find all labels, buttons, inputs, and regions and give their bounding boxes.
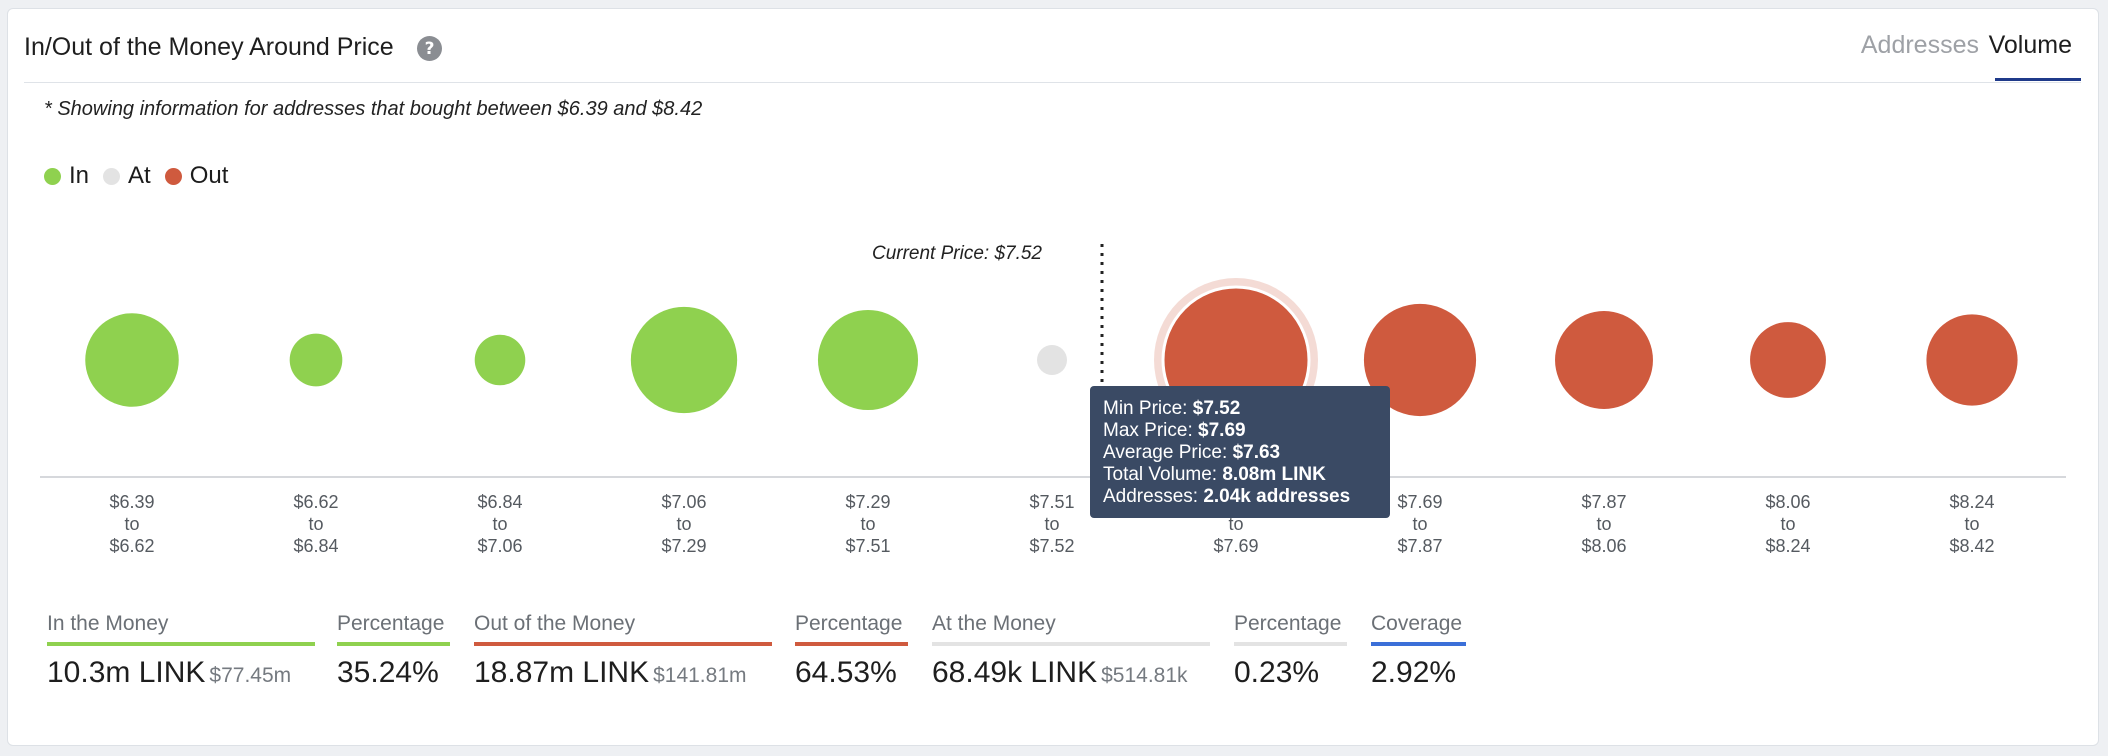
tooltip-row-average-price: Average Price: $7.63 <box>1103 442 1281 463</box>
legend-label-in: In <box>69 162 90 189</box>
legend-dot-at <box>103 167 121 185</box>
tick-label-end: $8.06 <box>1581 536 1626 556</box>
tick-label-end: $7.06 <box>477 536 522 556</box>
stat-in-percentage: Percentage 35.24% <box>337 612 450 690</box>
bubble-in[interactable] <box>474 334 526 386</box>
bubble-in[interactable] <box>630 306 738 414</box>
tick-label-end: $8.24 <box>1765 536 1810 556</box>
stat-usd-in-the-money: $77.45m <box>209 664 292 687</box>
tick-label-end: $6.62 <box>109 536 154 556</box>
stat-value-out-of-the-money: 18.87m LINK $141.81m <box>474 656 747 689</box>
stat-label-at-percentage: Percentage <box>1234 612 1342 635</box>
tick-label-from: $8.24 <box>1949 492 1994 512</box>
tick-label-end: $6.84 <box>293 536 338 556</box>
legend-item-out[interactable]: Out <box>164 162 229 190</box>
stat-bar-in-the-money <box>47 642 315 646</box>
tick-label-from: $7.51 <box>1029 492 1074 512</box>
bubble-out[interactable] <box>1926 314 2018 406</box>
legend-label-out: Out <box>189 162 229 189</box>
tick-label-end: $7.29 <box>661 536 706 556</box>
tick-label-from: $6.39 <box>109 492 154 512</box>
tick-label-to: to <box>1228 514 1243 534</box>
stat-label-at-the-money: At the Money <box>932 612 1056 635</box>
tick-label-from: $7.87 <box>1581 492 1626 512</box>
stat-at-the-money: At the Money 68.49k LINK $514.81k <box>932 612 1210 690</box>
tick-label-from: $7.06 <box>661 492 706 512</box>
tick-label-from: $7.69 <box>1397 492 1442 512</box>
chart-legend: In At Out <box>44 162 242 190</box>
help-icon[interactable]: ? <box>417 36 442 61</box>
tick-label-from: $6.84 <box>477 492 522 512</box>
stat-bar-out-of-the-money <box>474 642 772 646</box>
bubble-out[interactable] <box>1750 322 1826 398</box>
stat-value-at-percentage: 0.23% <box>1234 656 1320 689</box>
tick-label-from: $6.62 <box>293 492 338 512</box>
bubble-at[interactable] <box>1037 345 1067 375</box>
stat-bar-in-percentage <box>337 642 450 646</box>
stat-out-of-the-money: Out of the Money 18.87m LINK $141.81m <box>474 612 772 690</box>
stat-label-in-the-money: In the Money <box>47 612 169 635</box>
legend-dot-out <box>164 167 182 185</box>
tick-label-to: to <box>124 514 139 534</box>
tick-label-from: $7.29 <box>845 492 890 512</box>
stat-coverage: Coverage 2.92% <box>1371 612 1466 690</box>
header-divider <box>24 82 2081 83</box>
bubble-in[interactable] <box>85 313 179 407</box>
stat-in-the-money: In the Money 10.3m LINK $77.45m <box>47 612 315 690</box>
tick-label-from: $8.06 <box>1765 492 1810 512</box>
stat-bar-coverage <box>1371 642 1466 646</box>
stat-value-in-percentage: 35.24% <box>337 656 439 689</box>
tick-label-to: to <box>308 514 323 534</box>
range-note: * Showing information for addresses that… <box>44 98 703 120</box>
bubble-out[interactable] <box>1363 303 1477 417</box>
legend-item-at[interactable]: At <box>103 162 151 190</box>
tooltip-row-total-volume: Total Volume: 8.08m LINK <box>1103 464 1326 485</box>
stat-out-percentage: Percentage 64.53% <box>795 612 908 690</box>
tab-volume[interactable]: Volume <box>1988 31 2072 59</box>
bubble-in[interactable] <box>817 309 919 411</box>
tick-label-end: $7.69 <box>1213 536 1258 556</box>
tick-label-to: to <box>1044 514 1059 534</box>
stat-value-in-the-money: 10.3m LINK $77.45m <box>47 656 292 689</box>
tick-label-end: $8.42 <box>1949 536 1994 556</box>
tick-label-to: to <box>1412 514 1427 534</box>
stat-label-in-percentage: Percentage <box>337 612 445 635</box>
tick-label-end: $7.51 <box>845 536 890 556</box>
stat-value-out-percentage: 64.53% <box>795 656 897 689</box>
stat-label-coverage: Coverage <box>1371 612 1463 635</box>
bubble-chart: Current Price: $7.52 $6.39to$6.62$6.62to… <box>40 243 2066 556</box>
bubble-out[interactable] <box>1555 311 1653 409</box>
stat-bar-at-percentage <box>1234 642 1347 646</box>
active-tab-underline <box>1995 78 2081 81</box>
legend-label-at: At <box>128 162 151 189</box>
stat-bar-at-the-money <box>932 642 1210 646</box>
stat-value-at-the-money: 68.49k LINK $514.81k <box>932 656 1188 689</box>
tick-label-to: to <box>1596 514 1611 534</box>
bubble-in[interactable] <box>289 333 343 387</box>
tick-label-to: to <box>676 514 691 534</box>
stat-bar-out-percentage <box>795 642 908 646</box>
stat-label-out-of-the-money: Out of the Money <box>474 612 636 635</box>
legend-item-in[interactable]: In <box>44 162 89 190</box>
tick-label-to: to <box>1964 514 1979 534</box>
card-title: In/Out of the Money Around Price <box>24 33 394 61</box>
stat-label-out-percentage: Percentage <box>795 612 903 635</box>
iomap-card: In/Out of the Money Around Price ? Addre… <box>7 8 2099 746</box>
bin-tooltip: Min Price: $7.52 Max Price: $7.69 Averag… <box>1090 386 1390 518</box>
stat-value-coverage: 2.92% <box>1371 656 1457 689</box>
stat-usd-at-the-money: $514.81k <box>1101 664 1188 687</box>
tooltip-row-max-price: Max Price: $7.69 <box>1103 420 1246 441</box>
tick-label-to: to <box>492 514 507 534</box>
current-price-label: Current Price: $7.52 <box>872 243 1042 264</box>
stat-usd-out-of-the-money: $141.81m <box>653 664 747 687</box>
tick-label-to: to <box>860 514 875 534</box>
legend-dot-in <box>44 167 61 185</box>
tooltip-row-addresses: Addresses: 2.04k addresses <box>1103 486 1351 507</box>
tab-addresses[interactable]: Addresses <box>1860 31 1979 59</box>
tick-label-to: to <box>1780 514 1795 534</box>
tick-label-end: $7.52 <box>1029 536 1074 556</box>
tooltip-row-min-price: Min Price: $7.52 <box>1103 398 1241 419</box>
stat-at-percentage: Percentage 0.23% <box>1234 612 1347 690</box>
tick-label-end: $7.87 <box>1397 536 1442 556</box>
